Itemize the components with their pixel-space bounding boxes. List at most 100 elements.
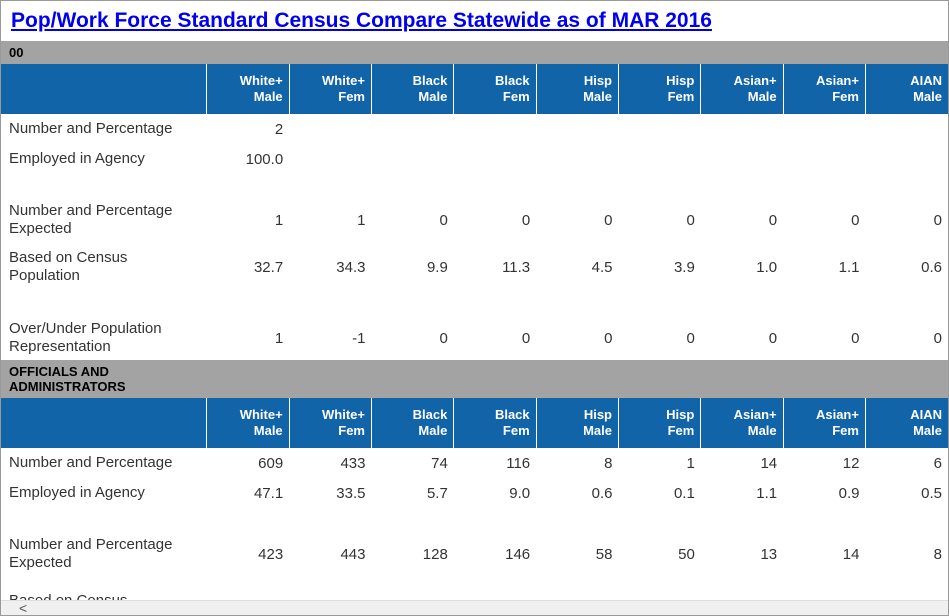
column-header-line: Fem [832,89,859,104]
column-header-line: Male [253,423,283,438]
value-cell: 116 [506,454,531,472]
data-row: Employed in Agency 47.1 33.5 5.7 9.0 0.6 0.1 1.… [1,478,948,508]
column-header: Black Male [370,64,454,114]
column-header: White+ Fem [288,398,372,448]
spacer-row [1,508,948,532]
value-cell [289,144,371,174]
column-header: Asian+ Fem [782,398,866,448]
data-row: Employed in Agency 100.0 [1,144,948,174]
column-header: Black Fem [453,398,537,448]
value-cell: 100.0 [245,150,284,168]
column-header-line: Male [583,423,612,438]
column-header: AIAN Male [864,398,948,448]
column-header-line: Hisp [583,73,612,88]
column-header-line: Asian+ [815,407,859,422]
data-row: Number and Percentage Expected 1 1 0 0 0 0 0 0 0 [1,198,948,242]
column-header-line: Asian+ [733,73,777,88]
value-cell [454,144,536,174]
column-header-line: AIAN [910,407,942,422]
spacer [1,292,948,316]
column-header-line: Asian+ [815,73,859,88]
value-cell [865,144,948,174]
value-cell: 74 [431,454,448,472]
column-header-line: Fem [338,89,365,104]
value-cell: 9.0 [509,484,531,502]
value-cell: 32.7 [253,258,284,276]
value-cell: 5.7 [426,484,448,502]
value-cell: 0.6 [591,484,613,502]
column-header-line: Male [418,423,448,438]
data-row: Number and Percentage Expected 423 443 128 1… [1,532,948,576]
column-header-line: Male [913,423,942,438]
value-cell: 0 [933,329,942,347]
value-cell: 1 [274,211,284,229]
value-cell: 443 [340,545,366,563]
row-label: Employed in Agency [9,150,145,167]
value-cell: 1.0 [756,258,778,276]
column-header-line: Hisp [583,407,612,422]
column-header-line: White+ [239,407,283,422]
column-header-line: White+ [322,73,365,88]
column-header-line: Fem [667,423,695,438]
value-cell: 14 [842,545,860,563]
value-cell: 0 [521,211,531,229]
data-row: Based on Census Population 32.7 34.3 9.9 11.… [1,242,948,292]
column-header-line: Fem [502,89,530,104]
column-header-line: Black [412,73,448,88]
value-cell: 0 [439,329,448,347]
value-cell [783,114,865,144]
value-cell: 433 [340,454,366,472]
section-name: OFFICIALS AND ADMINISTRATORS [1,360,948,398]
value-cell: 609 [258,454,284,472]
value-cell: 13 [760,545,778,563]
value-cell: 4.5 [591,258,613,276]
value-cell [372,114,454,144]
value-cell: 0 [604,211,613,229]
column-header-line: Black [412,407,448,422]
value-cell: 34.3 [336,258,366,276]
column-header-line: Male [418,89,448,104]
data-row: Over/Under Population Representation 1 -1 0… [1,316,948,360]
value-cell [701,114,783,144]
column-header-line: Male [747,89,777,104]
value-cell [289,114,371,144]
row-label: Number and Percentage Expected [9,536,173,571]
spacer-row [1,174,948,198]
value-cell: 1 [274,329,284,347]
value-cell: 0 [604,329,613,347]
column-header: White+ Male [206,64,290,114]
horizontal-scrollbar[interactable]: < [1,600,948,615]
column-header: White+ Male [206,398,290,448]
page-title[interactable]: Pop/Work Force Standard Census Compare S… [11,9,712,32]
value-cell: 11.3 [502,258,531,276]
data-row: Number and Percentage 2 [1,114,948,144]
value-cell: 0 [521,329,531,347]
value-cell: 0 [851,329,860,347]
column-header-line: Male [583,89,612,104]
value-cell: 0 [686,211,695,229]
column-header-line: Male [747,423,777,438]
value-cell: -1 [352,329,366,347]
column-header-line: Black [494,407,530,422]
value-cell: 1.1 [756,484,778,502]
value-cell: 0 [768,329,778,347]
value-cell [865,114,948,144]
value-cell [536,114,618,144]
row-label: Over/Under Population Representation [9,320,162,355]
column-header-line: Fem [502,423,530,438]
column-header: White+ Fem [288,64,372,114]
value-cell [372,144,454,174]
row-label: Based on Census Population [9,249,128,284]
column-header: AIAN Male [864,64,948,114]
value-cell: 58 [595,545,613,563]
column-header-line: Fem [667,89,695,104]
header-cell [1,398,207,448]
value-cell [618,114,700,144]
value-cell: 0.5 [921,484,942,502]
value-cell: 128 [422,545,448,563]
section-name-text: 00 [9,45,24,60]
value-cell: 0 [851,211,860,229]
column-header: Hisp Fem [617,398,701,448]
value-cell: 33.5 [336,484,366,502]
